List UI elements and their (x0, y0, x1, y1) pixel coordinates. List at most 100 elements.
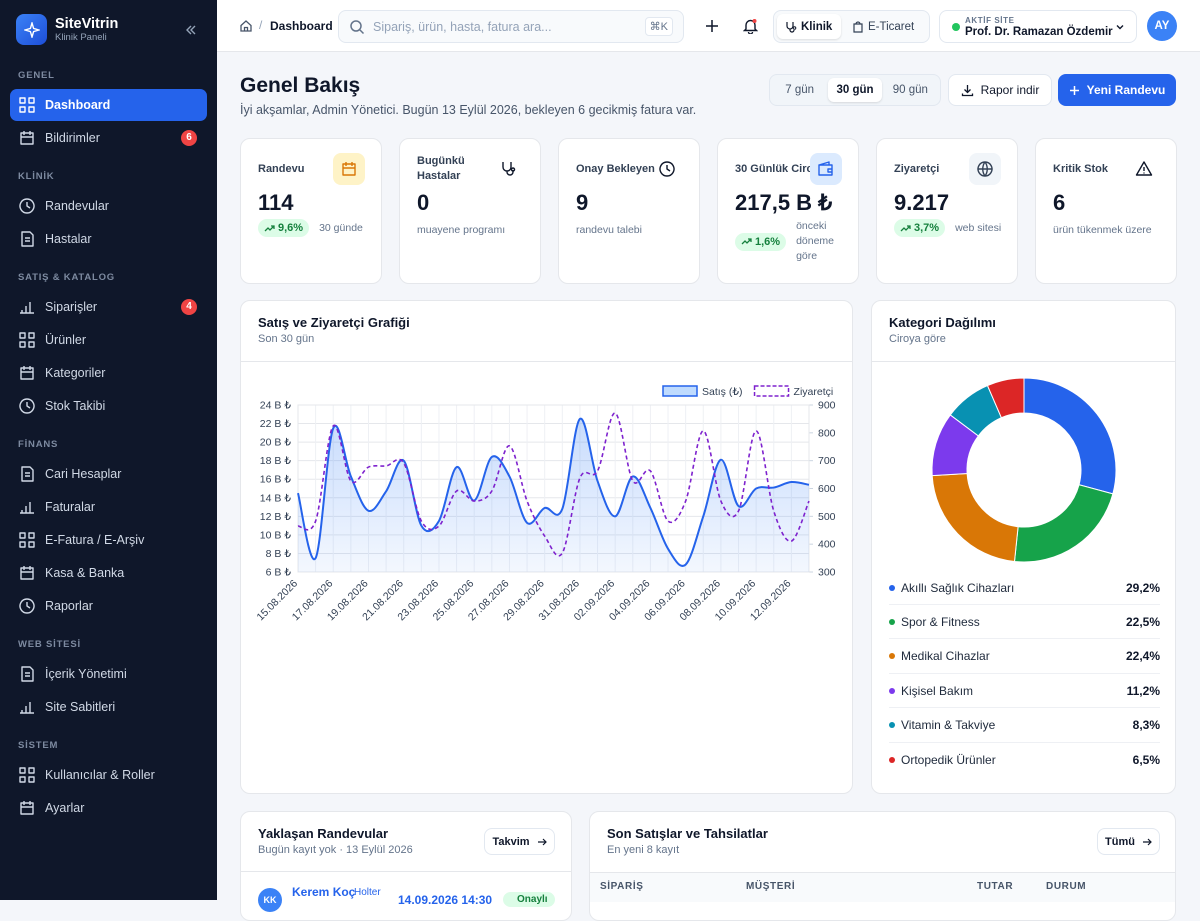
nav-label: Site Sabitleri (45, 700, 116, 714)
legend-label: Ziyaretçi (794, 386, 834, 398)
column-header[interactable]: SİPARİŞ (600, 881, 644, 892)
stat-row: muayene programı (417, 223, 528, 238)
legend-value: 6,5% (1132, 753, 1160, 767)
new-appointment-button[interactable]: Yeni Randevu (1058, 74, 1176, 106)
legend-value: 22,4% (1125, 649, 1160, 664)
topbar: / Dashboard Sipariş, ürün, hasta, fatura… (217, 0, 1200, 52)
line-chart: 6 B ₺ 8 B ₺ 10 B ₺ 12 B ₺ 14 B ₺ 16 B ₺ 18 B ₺… (254, 385, 836, 623)
stat-row: randevu talebi (576, 223, 687, 238)
nav-item[interactable]: Ürünler (10, 324, 207, 356)
mode-icon (786, 21, 797, 33)
nav-item[interactable]: Raporlar (10, 590, 207, 622)
nav-item[interactable]: Ayarlar (10, 792, 207, 824)
search[interactable]: Sipariş, ürün, hasta, fatura ara... ⌘K (338, 10, 684, 43)
site-selector[interactable]: AKTİF SİTE Prof. Dr. Ramazan Özdemir (939, 10, 1137, 43)
mode-eticaret[interactable]: E-Ticaret (846, 14, 926, 39)
nav-icon (21, 231, 34, 247)
nav-icon (20, 566, 34, 580)
nav-item[interactable]: Faturalar (10, 491, 207, 523)
nav-item[interactable]: Kategoriler (10, 357, 207, 389)
card-title: Son Satışlar ve Tahsilatlar (607, 826, 768, 841)
card-title: Yaklaşan Randevular (258, 826, 389, 841)
search-shortcut: ⌘K (644, 17, 673, 36)
range-option[interactable]: 30 gün (828, 78, 882, 102)
collapse-button[interactable] (184, 23, 198, 37)
column-header[interactable]: TUTAR (977, 881, 1014, 892)
y2-tick-label: 500 (818, 511, 836, 523)
legend-dot (889, 687, 895, 694)
nav-item[interactable]: İçerik Yönetimi (10, 658, 207, 690)
divider (872, 361, 1175, 362)
report-button[interactable]: Rapor indir (948, 74, 1052, 106)
add-button[interactable] (705, 19, 719, 33)
nav-item[interactable]: E-Fatura / E-Arşiv (10, 524, 207, 556)
nav-item[interactable]: Stok Takibi (10, 390, 207, 422)
nav-label: Raporlar (45, 599, 93, 613)
logo-icon (23, 21, 40, 38)
legend-row: Kişisel Bakım 11,2% (889, 674, 1160, 709)
range-option[interactable]: 7 gün (785, 84, 815, 96)
pie-slice (1023, 377, 1117, 495)
nav-icon-shape (20, 302, 34, 314)
trend-shape (741, 238, 752, 245)
legend-dot (889, 618, 895, 625)
legend-row: Vitamin & Takviye 8,3% (889, 709, 1160, 743)
site-label: AKTİF SİTE (965, 16, 1015, 25)
nav-item[interactable]: Siparişler 4 (10, 291, 207, 323)
y-tick-label: 16 B ₺ (260, 474, 292, 486)
nav-label: İçerik Yönetimi (45, 667, 127, 681)
nav-item[interactable]: Dashboard (10, 89, 207, 121)
nav-item[interactable]: Bildirimler 6 (10, 122, 207, 154)
nav-icon (19, 398, 35, 414)
all-button[interactable]: Tümü (1097, 828, 1160, 855)
pie-chart-card: Kategori Dağılımı Ciroya göre Akıllı Sağ… (871, 300, 1176, 794)
mode-icon (853, 20, 863, 33)
nav-item[interactable]: Cari Hesaplar (10, 458, 207, 490)
notifications-button[interactable] (743, 18, 758, 34)
stat-value: 9 (576, 190, 589, 215)
nav-section-title: SATIŞ & KATALOG (18, 272, 115, 283)
y-tick-label: 12 B ₺ (260, 511, 292, 523)
legend-value: 11,2% (1126, 683, 1160, 698)
icon (342, 162, 356, 176)
nav-icon (19, 767, 35, 783)
home-icon[interactable] (239, 19, 253, 33)
nav-item[interactable]: Kasa & Banka (10, 557, 207, 589)
y2-tick-label: 400 (818, 539, 836, 551)
stat-label: Kritik Stok (1053, 162, 1109, 175)
nav-item[interactable]: Randevular (10, 190, 207, 222)
nav-icon-shape (19, 398, 35, 414)
legend-swatch (662, 385, 698, 397)
patient-name[interactable]: Kerem Koç (292, 885, 356, 899)
arrow-icon (1142, 838, 1152, 845)
avatar[interactable]: AY (1147, 11, 1177, 41)
nav-label: Stok Takibi (45, 399, 106, 413)
stat-card: Bugünkü Hastalar 0 muayene programı (399, 138, 541, 284)
search-icon (350, 20, 365, 35)
trend-value: 1,6% (755, 235, 781, 248)
page-title: Genel Bakış (240, 74, 361, 97)
breadcrumb-separator: / (259, 18, 263, 32)
column-header[interactable]: MÜŞTERİ (746, 881, 796, 892)
stat-value: 0 (417, 190, 430, 215)
nav-item[interactable]: Site Sabitleri (10, 691, 207, 723)
stat-row: 3,7% web sitesi (894, 219, 1005, 237)
mode-klinik[interactable]: Klinik (777, 14, 841, 39)
icon (977, 161, 993, 177)
legend-row: Spor & Fitness 22,5% (889, 605, 1160, 640)
column-header[interactable]: DURUM (1046, 881, 1087, 892)
trend-icon (264, 224, 275, 231)
calendar-button[interactable]: Takvim (484, 828, 555, 855)
stat-label: Bugünkü Hastalar (417, 155, 465, 182)
icon (502, 162, 516, 176)
icon-shape (502, 162, 516, 176)
nav-icon-shape (21, 666, 34, 682)
nav-icon (20, 801, 34, 815)
nav-item[interactable]: Kullanıcılar & Roller (10, 759, 207, 791)
range-option[interactable]: 90 gün (892, 84, 928, 96)
stat-icon (333, 153, 365, 185)
legend-dot (889, 584, 895, 591)
avatar: KK (258, 888, 282, 912)
nav-item[interactable]: Hastalar (10, 223, 207, 255)
pie-slice (1013, 484, 1114, 563)
